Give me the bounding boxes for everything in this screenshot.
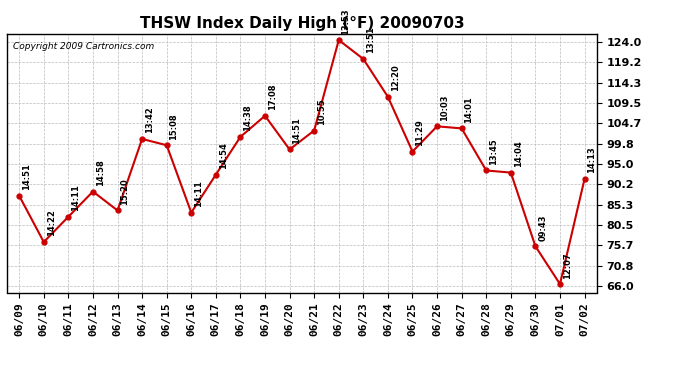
- Title: THSW Index Daily High (°F) 20090703: THSW Index Daily High (°F) 20090703: [139, 16, 464, 31]
- Text: 14:13: 14:13: [587, 147, 596, 173]
- Text: 11:29: 11:29: [415, 119, 424, 146]
- Text: 13:45: 13:45: [489, 138, 498, 165]
- Text: 14:11: 14:11: [71, 184, 80, 211]
- Text: Copyright 2009 Cartronics.com: Copyright 2009 Cartronics.com: [13, 42, 154, 51]
- Text: 12:07: 12:07: [563, 252, 572, 279]
- Text: 13:51: 13:51: [366, 27, 375, 54]
- Text: 12:20: 12:20: [391, 64, 400, 91]
- Text: 15:20: 15:20: [120, 178, 129, 205]
- Text: 14:38: 14:38: [243, 105, 253, 131]
- Text: 17:08: 17:08: [268, 84, 277, 110]
- Text: 14:01: 14:01: [464, 96, 473, 123]
- Text: 10:03: 10:03: [440, 94, 449, 121]
- Text: 14:51: 14:51: [293, 117, 302, 144]
- Text: 15:08: 15:08: [170, 113, 179, 140]
- Text: 14:54: 14:54: [219, 142, 228, 169]
- Text: 13:53: 13:53: [342, 8, 351, 34]
- Text: 14:04: 14:04: [513, 140, 522, 167]
- Text: 14:22: 14:22: [46, 210, 56, 237]
- Text: 10:55: 10:55: [317, 98, 326, 125]
- Text: 14:58: 14:58: [96, 159, 105, 186]
- Text: 09:43: 09:43: [538, 214, 547, 241]
- Text: 13:42: 13:42: [145, 106, 154, 134]
- Text: 14:11: 14:11: [194, 180, 203, 207]
- Text: 14:51: 14:51: [22, 163, 31, 190]
